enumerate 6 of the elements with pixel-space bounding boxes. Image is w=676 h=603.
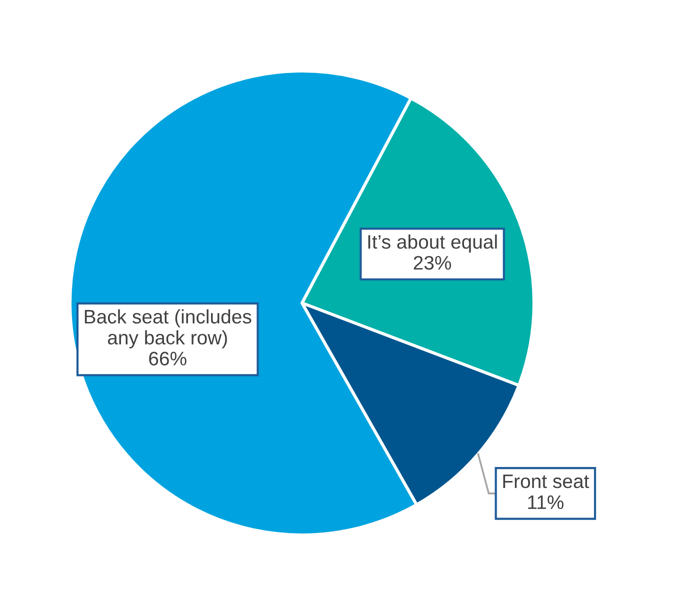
slice-label: Back seat (includes any back row) [84,309,252,348]
data-label: 66% [149,352,186,366]
slice-label: It’s about equal [368,234,497,253]
data-label: 23% [414,256,452,270]
slice-label: Front seat [503,474,590,488]
data-label: 11% [528,495,564,510]
